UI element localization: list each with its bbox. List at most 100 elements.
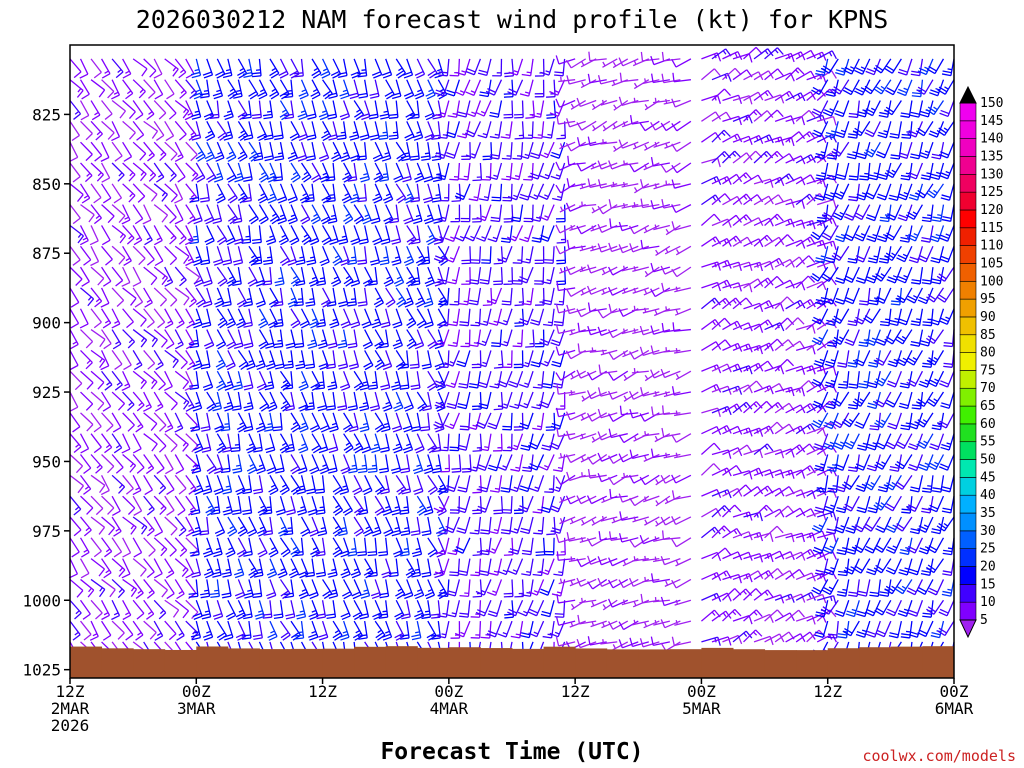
wind-barb [884,100,902,116]
wind-barb [215,329,227,350]
wind-barb [209,100,220,119]
wind-barb [132,620,144,641]
wind-barb [143,141,155,162]
wind-barb [841,412,860,428]
wind-barb [512,329,524,348]
wind-barb [832,329,850,345]
wind-barb [444,412,460,430]
wind-barb [318,350,329,371]
wind-barb [874,537,892,553]
wind-barb [360,433,372,454]
wind-barb [868,287,881,306]
wind-barb [288,558,300,579]
wind-barb [663,391,681,398]
wind-barb [940,183,955,201]
wind-barb [101,454,115,474]
wind-barb [928,495,945,513]
wind-barb [823,433,839,451]
wind-barb [174,58,187,79]
wind-barb [234,579,246,600]
wind-barb [392,329,403,350]
wind-barb [220,412,231,432]
x-tick-label: 4MAR [430,699,469,718]
wind-barb [101,558,112,579]
wind-barb [943,350,955,368]
wind-barb [216,266,228,287]
wind-barb [164,225,177,245]
wind-barb [409,142,420,161]
wind-barb [80,412,94,432]
wind-barb [508,475,524,493]
wind-barb [503,267,514,285]
wind-barb [502,183,513,202]
wind-barb [701,68,721,81]
wind-barb [222,495,233,516]
wind-barb [622,287,639,295]
wind-barb [153,100,167,120]
wind-barb [795,193,816,206]
wind-barb [941,496,955,514]
wind-barb [492,58,503,77]
colorbar: 5101520253035404550556065707580859095100… [959,85,1003,639]
wind-barb [764,401,785,414]
wind-barb [143,266,158,286]
wind-barb [215,350,226,371]
wind-barb [640,179,660,189]
wind-barb [732,588,753,601]
wind-barb [472,204,482,223]
wind-barb [290,537,301,558]
wind-barb [555,324,576,335]
wind-barb [597,473,618,483]
wind-barb [493,267,503,286]
wind-barb [556,121,566,140]
wind-barb [359,162,370,183]
wind-barb [579,201,597,207]
wind-barb [111,516,122,537]
wind-barb [111,58,124,79]
wind-barb [887,412,902,430]
wind-barb [588,51,607,62]
wind-barb [225,537,236,558]
wind-barb [243,579,254,599]
wind-barb [906,287,924,304]
chart-title: 2026030212 NAM forecast wind profile (kt… [136,5,889,34]
wind-barb [461,142,471,161]
wind-barb [299,183,311,204]
wind-barb [559,516,576,525]
wind-barb [308,266,320,287]
wind-barb [868,350,881,368]
wind-barb [265,350,276,370]
wind-barb [907,454,924,472]
wind-barb [287,204,298,225]
wind-barb [101,100,113,120]
wind-barb [289,121,300,142]
terrain-block [796,650,829,678]
wind-barb [867,162,881,181]
wind-barb [248,204,259,225]
colorbar-label: 100 [980,274,1003,289]
wind-barb [514,121,525,140]
wind-barb [276,204,288,225]
wind-barb [885,537,902,554]
wind-barb [825,121,839,139]
wind-barb [192,204,203,225]
wind-barb [368,100,379,120]
wind-barb [348,79,360,100]
wind-barb [309,412,321,433]
wind-barb [317,329,328,350]
wind-barb [472,579,483,598]
wind-barb [939,246,955,263]
wind-barb [346,287,357,307]
wind-barb [90,245,100,267]
wind-barb [597,452,618,462]
wind-barb [916,433,934,450]
wind-barb [600,639,618,645]
wind-barb [403,579,414,600]
x-tick-label: 00Z [182,682,211,701]
wind-barb [597,179,618,189]
wind-barb [753,134,774,144]
wind-barb [80,287,95,307]
wind-barb [254,600,265,620]
wind-barb [675,370,692,381]
wind-barb [164,162,177,183]
